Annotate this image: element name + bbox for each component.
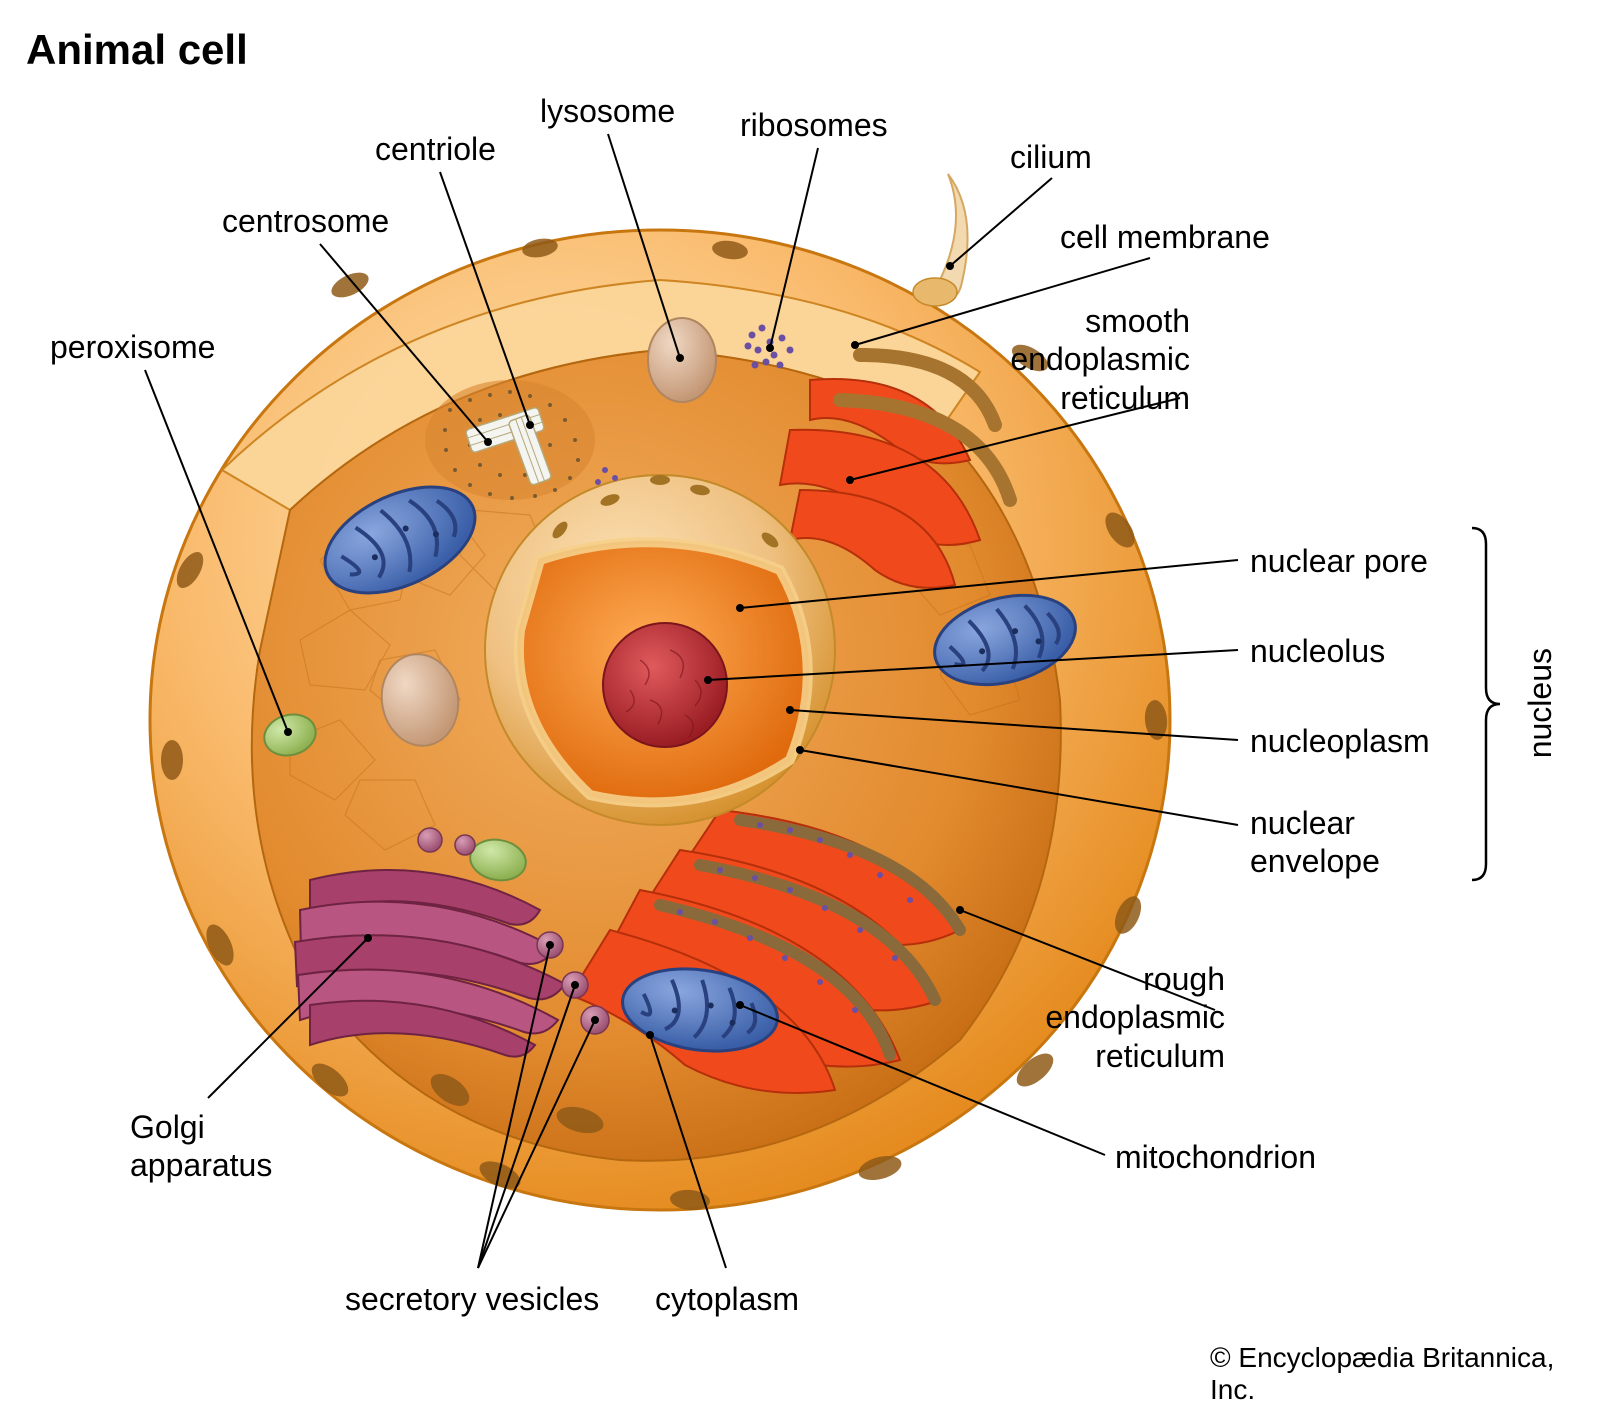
label-nuclear_pore: nuclear pore (1250, 542, 1428, 580)
label-nuclear_envelope: nuclear envelope (1250, 804, 1380, 881)
nucleus-bracket (1472, 528, 1500, 880)
label-nucleoplasm: nucleoplasm (1250, 722, 1430, 760)
label-rough_er: rough endoplasmic reticulum (1005, 960, 1225, 1075)
label-cell_membrane: cell membrane (1060, 218, 1270, 256)
cilium-base (913, 278, 957, 306)
nucleolus-shape (603, 623, 727, 747)
label-ribosomes: ribosomes (740, 106, 888, 144)
label-peroxisome: peroxisome (50, 328, 215, 366)
label-nucleolus: nucleolus (1250, 632, 1385, 670)
label-centrosome: centrosome (222, 202, 389, 240)
label-secretory_vesicles: secretory vesicles (345, 1280, 599, 1318)
label-mitochondrion: mitochondrion (1115, 1138, 1316, 1176)
label-smooth_er: smooth endoplasmic reticulum (970, 302, 1190, 417)
label-lysosome: lysosome (540, 92, 675, 130)
label-golgi: Golgi apparatus (130, 1108, 272, 1185)
label-centriole: centriole (375, 130, 496, 168)
copyright-text: © Encyclopædia Britannica, Inc. (1210, 1342, 1600, 1406)
nucleus-bracket-label: nucleus (1522, 648, 1559, 758)
label-cilium: cilium (1010, 138, 1092, 176)
label-cytoplasm: cytoplasm (655, 1280, 799, 1318)
